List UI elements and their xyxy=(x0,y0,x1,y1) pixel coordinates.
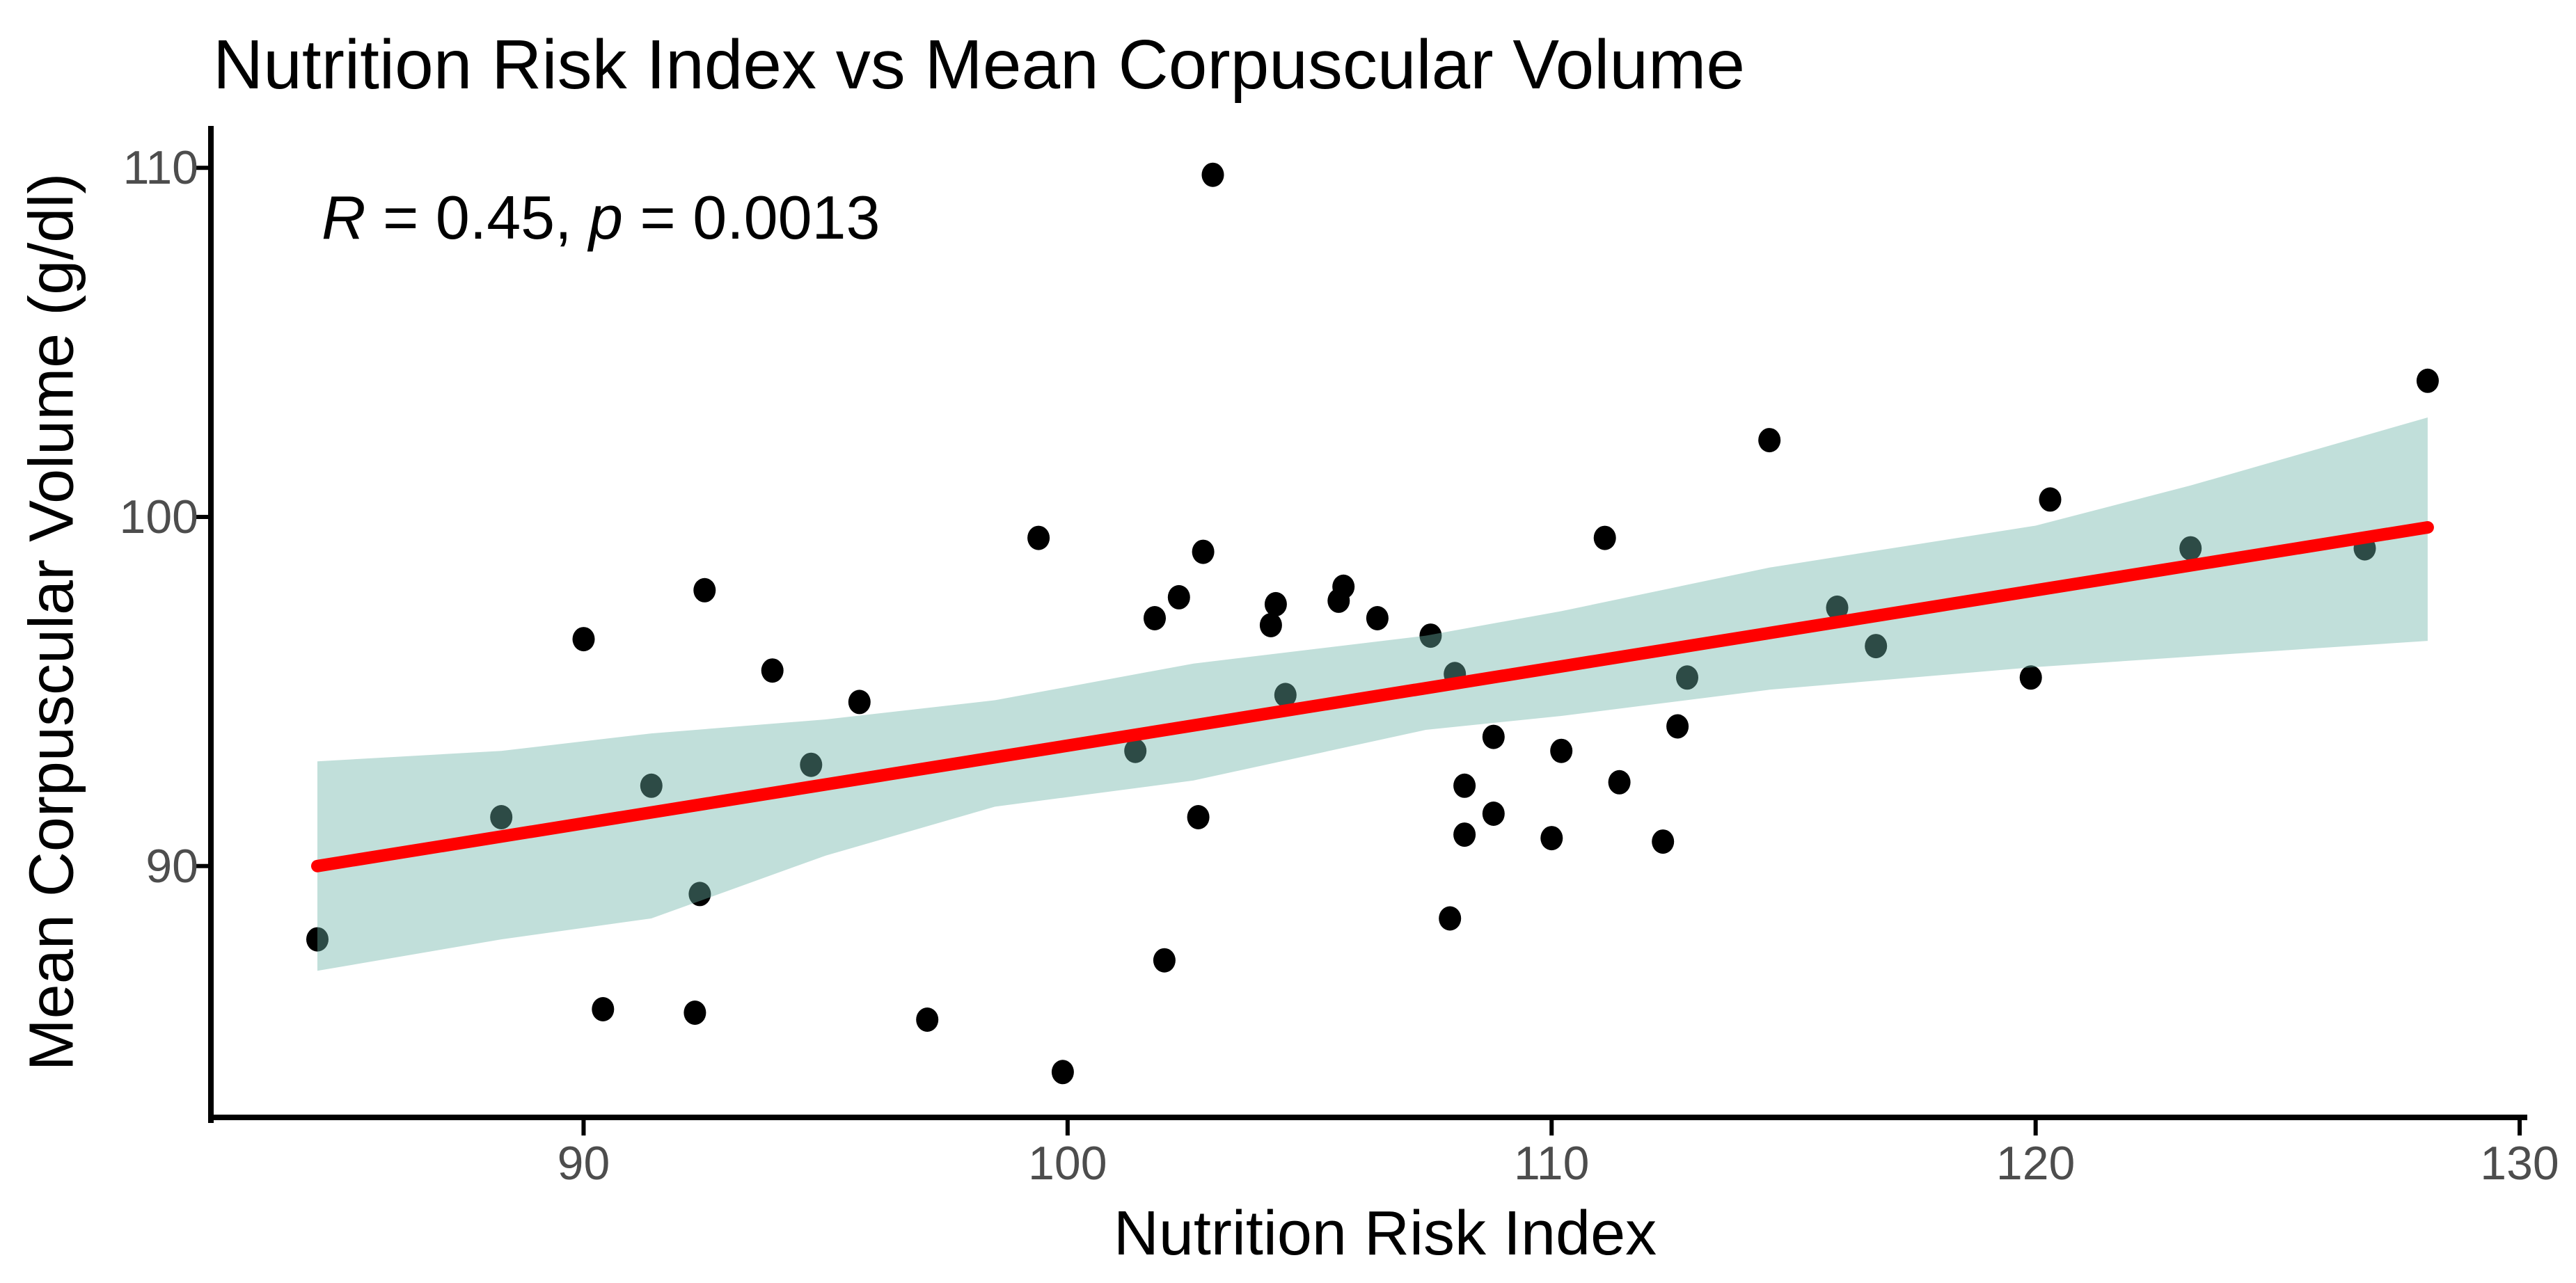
data-point xyxy=(2039,487,2062,512)
data-point xyxy=(1758,428,1781,453)
correlation-p-value: = 0.0013 xyxy=(622,183,880,252)
data-point xyxy=(490,805,513,829)
x-tick-label: 110 xyxy=(1514,1137,1590,1190)
data-point xyxy=(1259,613,1282,637)
data-point xyxy=(1332,574,1355,599)
y-tick-mark xyxy=(193,514,208,519)
data-point xyxy=(1453,822,1476,847)
x-tick-mark xyxy=(1065,1120,1070,1135)
data-point xyxy=(688,882,711,907)
x-tick-mark xyxy=(2518,1120,2522,1135)
x-tick-label: 100 xyxy=(1028,1137,1107,1190)
y-axis-line xyxy=(208,126,214,1123)
data-point xyxy=(683,1001,706,1025)
data-point xyxy=(592,997,615,1021)
data-point xyxy=(1676,665,1698,690)
data-point xyxy=(1666,714,1689,739)
y-tick-label: 90 xyxy=(145,839,198,893)
chart-title: Nutrition Risk Index vs Mean Corpuscular… xyxy=(213,26,1745,104)
x-tick-label: 120 xyxy=(1996,1137,2076,1190)
data-point xyxy=(1593,525,1616,550)
correlation-annotation: R = 0.45, p = 0.0013 xyxy=(322,182,880,253)
correlation-p-symbol: p xyxy=(589,183,623,252)
x-tick-mark xyxy=(581,1120,586,1135)
x-tick-mark xyxy=(1549,1120,1554,1135)
data-point xyxy=(1366,606,1389,630)
data-point xyxy=(640,773,663,798)
data-point xyxy=(1153,948,1176,973)
y-tick-label: 110 xyxy=(123,141,198,195)
data-point xyxy=(1865,634,1888,659)
data-point xyxy=(572,627,595,652)
data-point xyxy=(1482,724,1505,749)
data-point xyxy=(1482,802,1505,826)
data-point xyxy=(1652,829,1675,854)
data-point xyxy=(1550,738,1573,763)
data-point xyxy=(1453,773,1476,798)
data-point xyxy=(1187,805,1210,829)
data-point xyxy=(800,752,823,777)
y-tick-mark xyxy=(193,166,208,170)
data-point xyxy=(1192,539,1215,564)
data-point xyxy=(306,927,329,952)
data-point xyxy=(2416,368,2439,393)
correlation-r-symbol: R xyxy=(322,183,366,252)
data-point xyxy=(2179,536,2202,561)
data-point xyxy=(2019,665,2042,690)
data-point xyxy=(1124,738,1147,763)
data-point xyxy=(1826,595,1849,620)
y-axis-title: Mean Corpuscular Volume (g/dl) xyxy=(17,173,87,1071)
y-tick-mark xyxy=(193,863,208,868)
data-point xyxy=(1264,591,1287,616)
data-point xyxy=(1540,826,1563,851)
data-point xyxy=(1419,623,1442,648)
data-point xyxy=(1439,906,1462,931)
y-tick-label: 100 xyxy=(119,490,198,543)
data-point xyxy=(1027,525,1050,550)
data-point xyxy=(693,577,716,603)
data-point xyxy=(848,690,871,715)
data-point xyxy=(1144,606,1166,630)
data-point xyxy=(1274,683,1297,708)
data-point xyxy=(1201,162,1224,187)
x-tick-label: 130 xyxy=(2480,1137,2559,1190)
regression-line xyxy=(311,521,2434,872)
data-point xyxy=(1051,1060,1074,1085)
data-point xyxy=(761,658,784,683)
x-tick-label: 90 xyxy=(557,1137,610,1190)
data-point xyxy=(1167,584,1190,609)
x-axis-line xyxy=(208,1115,2527,1120)
x-tick-mark xyxy=(2033,1120,2038,1135)
data-point xyxy=(916,1007,939,1032)
data-point xyxy=(1608,770,1631,795)
correlation-r-value: = 0.45, xyxy=(365,183,590,252)
x-axis-title: Nutrition Risk Index xyxy=(1113,1199,1657,1268)
